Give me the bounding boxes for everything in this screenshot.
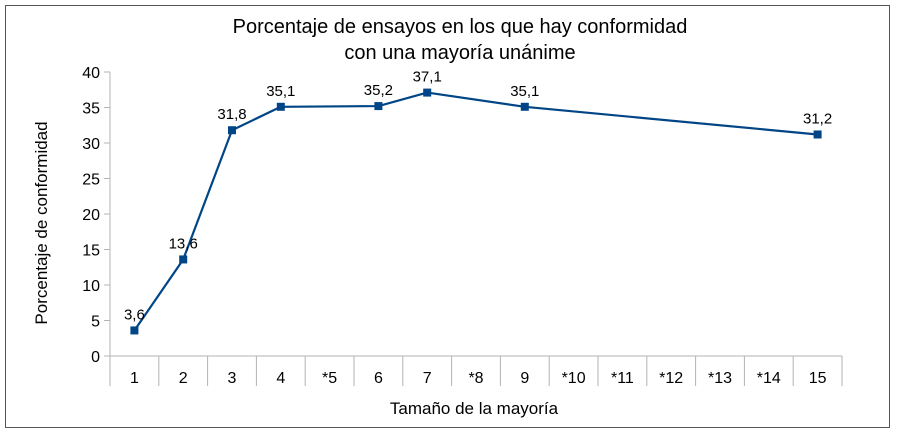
x-tick-label: *14 (757, 370, 781, 387)
x-tick-label: 6 (374, 370, 383, 387)
x-tick-label: *13 (708, 370, 732, 387)
y-tick-label: 30 (82, 136, 100, 153)
x-tick-label: 4 (276, 370, 285, 387)
data-point-marker (520, 102, 529, 111)
x-tick-label: *12 (659, 370, 683, 387)
data-label: 35,1 (266, 83, 295, 100)
x-tick-label: *8 (468, 370, 483, 387)
data-label: 13,6 (169, 235, 198, 252)
chart-title-line-2: con una mayoría unánime (344, 42, 575, 64)
data-label: 35,1 (510, 83, 539, 100)
data-label: 31,2 (803, 110, 832, 127)
y-tick-label: 40 (82, 65, 100, 82)
data-point-marker (130, 326, 139, 335)
y-tick-label: 15 (82, 243, 100, 260)
x-tick-label: 2 (179, 370, 188, 387)
chart-frame (5, 5, 890, 428)
data-label: 3,6 (124, 306, 145, 323)
data-label: 35,2 (364, 82, 393, 99)
x-tick-label: *10 (562, 370, 586, 387)
x-tick-label: *11 (611, 370, 634, 387)
data-point-marker (228, 126, 236, 135)
chart-title-line-1: Porcentaje de ensayos en los que hay con… (233, 16, 688, 38)
y-tick-label: 5 (91, 314, 100, 331)
x-tick-label: 7 (423, 370, 432, 387)
x-tick-label: 9 (520, 370, 529, 387)
x-axis-label: Tamaño de la mayoría (390, 399, 559, 418)
data-point-marker (276, 102, 285, 111)
x-tick-label: *5 (322, 370, 337, 387)
x-tick-label: 15 (809, 370, 827, 387)
y-axis-label: Porcentaje de conformidad (32, 121, 51, 324)
data-label: 31,8 (217, 106, 246, 123)
data-point-marker (813, 130, 822, 139)
axes: 0 5 10 15 20 25 30 35 40 1 2 3 4 *5 6 7 *8 9 *10 *11 *12 *13 *… (82, 65, 843, 387)
y-tick-label: 0 (91, 349, 100, 366)
y-tick-label: 20 (82, 207, 100, 224)
data-point-marker (179, 255, 188, 264)
x-tick-label: 1 (130, 370, 139, 387)
data-point-marker (423, 88, 432, 97)
y-tick-label: 10 (82, 278, 100, 295)
data-label: 37,1 (413, 69, 442, 86)
series: 3,6 13,6 31,8 35,1 35,2 37,1 35,1 31,2 (124, 69, 832, 335)
y-tick-label: 35 (82, 101, 100, 118)
y-tick-label: 25 (82, 172, 100, 189)
x-tick-label: 3 (228, 370, 237, 387)
data-point-marker (374, 102, 383, 111)
series-line (133, 91, 818, 332)
